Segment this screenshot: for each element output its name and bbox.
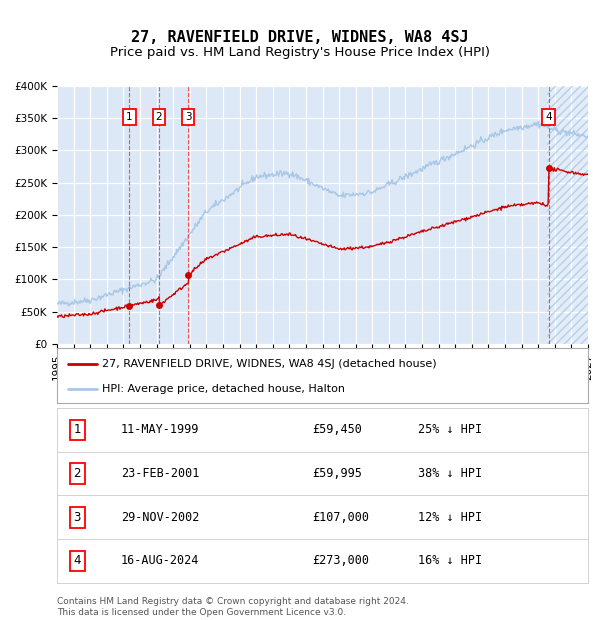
Text: Price paid vs. HM Land Registry's House Price Index (HPI): Price paid vs. HM Land Registry's House … [110, 46, 490, 58]
Text: 3: 3 [185, 112, 191, 122]
Text: 1: 1 [126, 112, 133, 122]
Text: 2: 2 [73, 467, 81, 480]
Text: £273,000: £273,000 [312, 554, 369, 567]
Text: 2: 2 [156, 112, 163, 122]
Text: 27, RAVENFIELD DRIVE, WIDNES, WA8 4SJ (detached house): 27, RAVENFIELD DRIVE, WIDNES, WA8 4SJ (d… [102, 359, 437, 369]
Text: HPI: Average price, detached house, Halton: HPI: Average price, detached house, Halt… [102, 384, 345, 394]
Text: 29-NOV-2002: 29-NOV-2002 [121, 511, 199, 524]
Text: Contains HM Land Registry data © Crown copyright and database right 2024.
This d: Contains HM Land Registry data © Crown c… [57, 598, 409, 617]
Text: 23-FEB-2001: 23-FEB-2001 [121, 467, 199, 480]
Text: 16-AUG-2024: 16-AUG-2024 [121, 554, 199, 567]
Text: £59,995: £59,995 [312, 467, 362, 480]
Text: 27, RAVENFIELD DRIVE, WIDNES, WA8 4SJ: 27, RAVENFIELD DRIVE, WIDNES, WA8 4SJ [131, 30, 469, 45]
Text: 4: 4 [73, 554, 81, 567]
Text: 25% ↓ HPI: 25% ↓ HPI [418, 423, 482, 436]
Text: £59,450: £59,450 [312, 423, 362, 436]
Text: £107,000: £107,000 [312, 511, 369, 524]
Text: 1: 1 [73, 423, 81, 436]
Text: 11-MAY-1999: 11-MAY-1999 [121, 423, 199, 436]
Text: 12% ↓ HPI: 12% ↓ HPI [418, 511, 482, 524]
Text: 38% ↓ HPI: 38% ↓ HPI [418, 467, 482, 480]
Text: 16% ↓ HPI: 16% ↓ HPI [418, 554, 482, 567]
Text: 3: 3 [73, 511, 81, 524]
Text: 4: 4 [545, 112, 552, 122]
